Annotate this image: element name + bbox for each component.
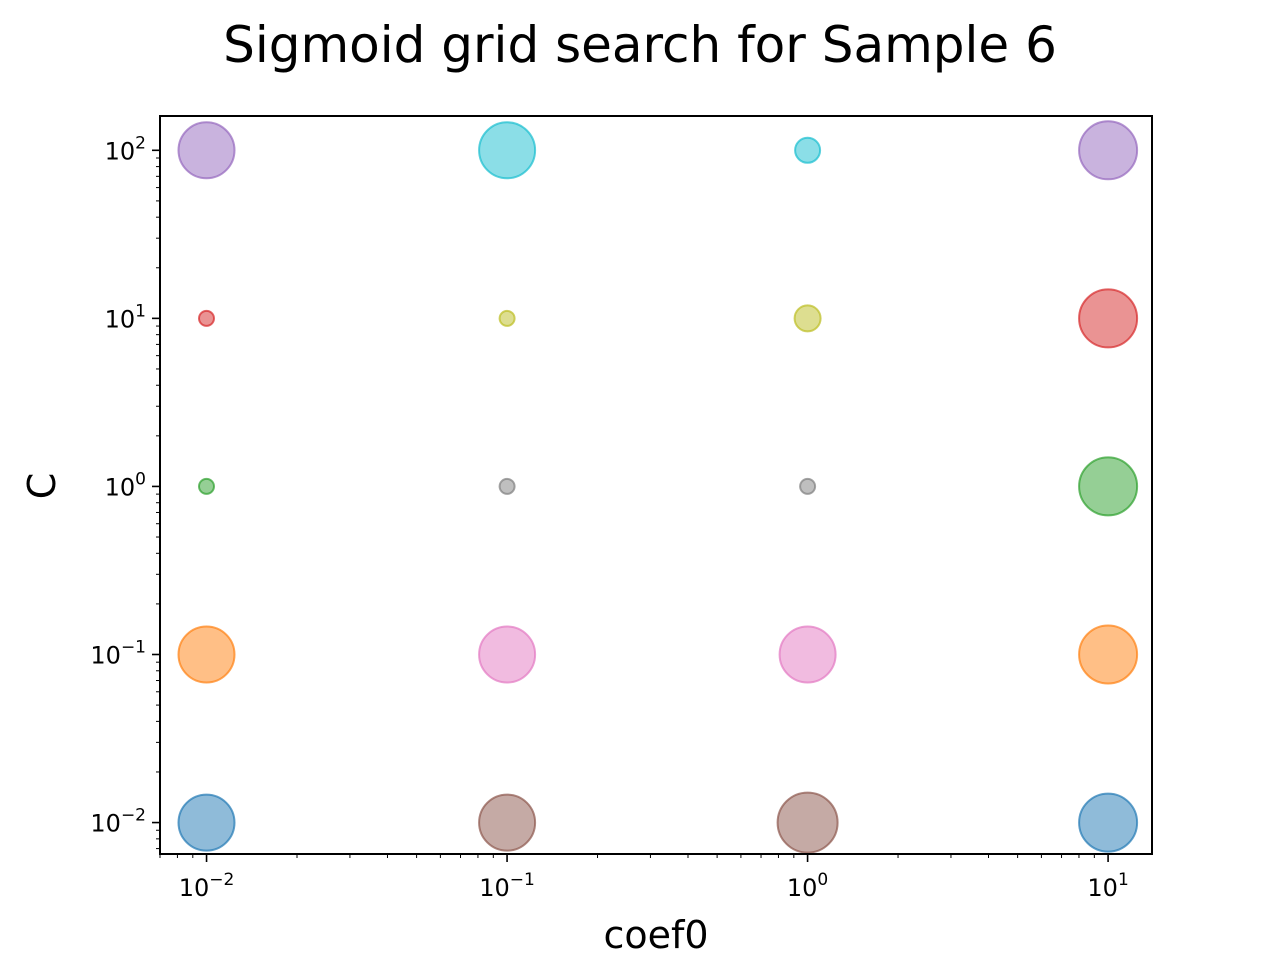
scatter-point bbox=[198, 309, 215, 327]
scatter-point bbox=[794, 136, 822, 164]
scatter-point bbox=[478, 625, 537, 684]
scatter-point bbox=[478, 121, 537, 180]
x-tick-label: 10−2 bbox=[179, 870, 235, 902]
scatter-point bbox=[793, 304, 822, 333]
x-axis-label: coef0 bbox=[603, 913, 708, 957]
scatter-point bbox=[198, 477, 215, 495]
y-tick-label: 100 bbox=[105, 469, 146, 501]
scatter-point bbox=[1078, 288, 1139, 349]
points-layer bbox=[177, 120, 1139, 854]
plot-frame bbox=[159, 115, 1153, 855]
x-tick-label: 101 bbox=[1087, 870, 1128, 902]
y-tick-label: 101 bbox=[105, 301, 146, 333]
scatter-point bbox=[177, 793, 236, 852]
scatter-point bbox=[478, 793, 537, 852]
scatter-point bbox=[177, 625, 236, 684]
y-tick-label: 10−1 bbox=[90, 637, 146, 669]
scatter-point bbox=[498, 309, 516, 327]
y-tick-label: 102 bbox=[105, 133, 146, 165]
scatter-point bbox=[1078, 120, 1139, 181]
scatter-point bbox=[778, 625, 837, 684]
y-axis-label: C bbox=[20, 473, 64, 500]
y-tick-label: 10−2 bbox=[90, 806, 146, 838]
scatter-point bbox=[1078, 624, 1139, 685]
scatter-point bbox=[498, 477, 516, 495]
scatter-point bbox=[799, 477, 817, 495]
x-tick-label: 100 bbox=[787, 870, 828, 902]
scatter-point bbox=[1078, 456, 1139, 517]
scatter-point bbox=[1078, 792, 1139, 853]
chart-title: Sigmoid grid search for Sample 6 bbox=[223, 16, 1057, 74]
x-tick-label: 10−1 bbox=[479, 870, 535, 902]
ticks-layer: 10−2 10−1 100 101 10−2 10−1 100 101 102 bbox=[90, 133, 1128, 902]
scatter-point bbox=[776, 791, 839, 854]
scatter-point bbox=[177, 121, 236, 180]
